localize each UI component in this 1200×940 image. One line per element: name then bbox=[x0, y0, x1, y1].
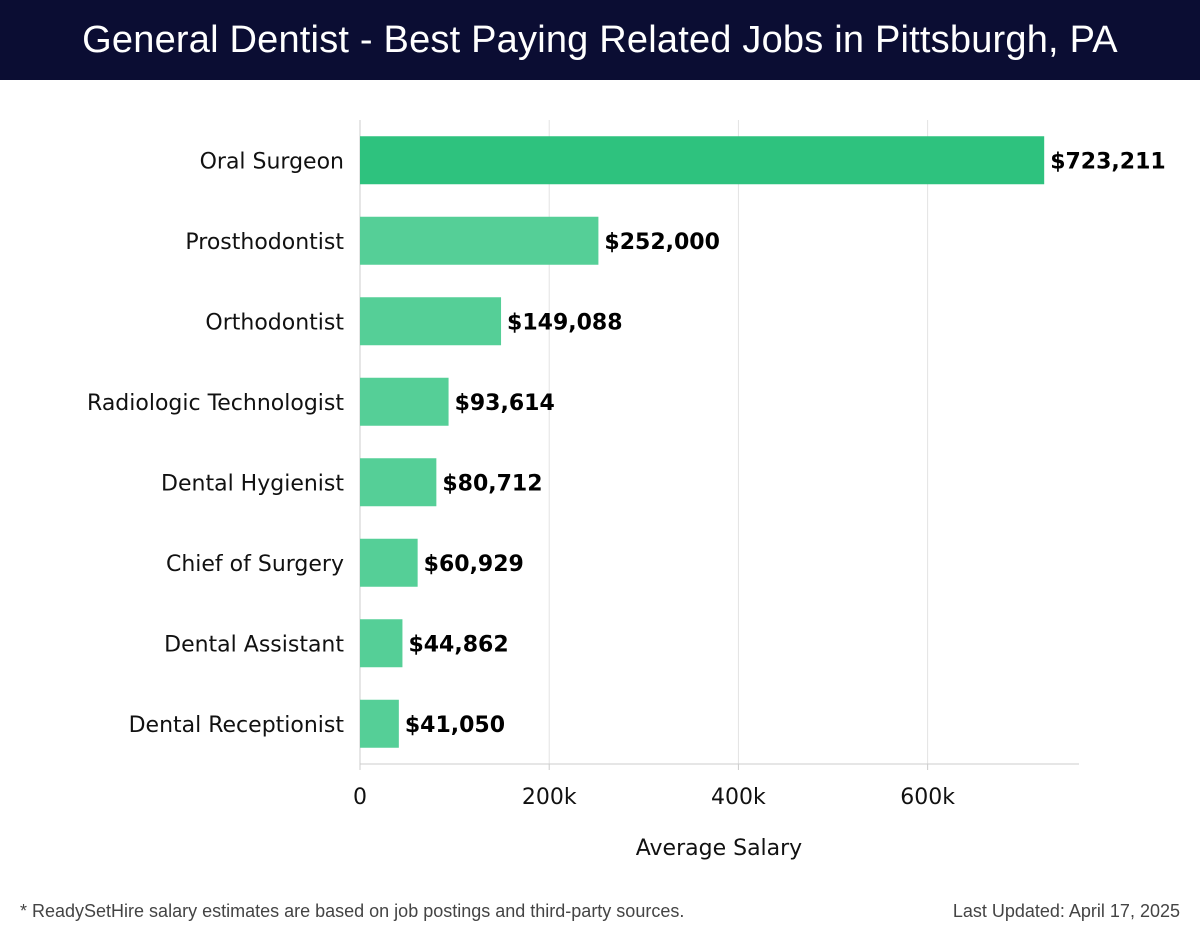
value-label: $723,211 bbox=[1050, 149, 1166, 174]
category-label: Oral Surgeon bbox=[200, 149, 344, 174]
value-label: $41,050 bbox=[405, 713, 505, 738]
x-tick-label: 200k bbox=[522, 785, 577, 810]
bar bbox=[360, 699, 399, 748]
chart-title: General Dentist - Best Paying Related Jo… bbox=[82, 18, 1118, 61]
category-label: Dental Receptionist bbox=[129, 713, 345, 738]
value-label: $44,862 bbox=[408, 632, 508, 657]
x-tick-label: 600k bbox=[900, 785, 955, 810]
x-tick-label: 400k bbox=[711, 785, 766, 810]
bar bbox=[360, 297, 502, 346]
value-label: $60,929 bbox=[424, 552, 524, 577]
last-updated: Last Updated: April 17, 2025 bbox=[952, 901, 1180, 921]
header-bar: General Dentist - Best Paying Related Jo… bbox=[0, 0, 1200, 80]
x-tick-label: 0 bbox=[353, 785, 367, 810]
category-label: Prosthodontist bbox=[185, 230, 344, 255]
category-label: Orthodontist bbox=[205, 310, 344, 335]
bar bbox=[360, 458, 437, 507]
category-label: Radiologic Technologist bbox=[87, 391, 344, 416]
value-label: $80,712 bbox=[442, 471, 542, 496]
x-axis-title: Average Salary bbox=[636, 836, 802, 861]
category-label: Chief of Surgery bbox=[166, 552, 344, 577]
bar-chart: 0 200k 400k 600k Average Salary Oral Surgeon $… bbox=[87, 120, 1166, 861]
bar bbox=[360, 619, 403, 668]
value-label: $149,088 bbox=[507, 310, 623, 335]
category-label: Dental Assistant bbox=[164, 632, 344, 657]
value-label: $252,000 bbox=[604, 230, 720, 255]
bar bbox=[360, 538, 418, 587]
value-label: $93,614 bbox=[455, 391, 555, 416]
category-label: Dental Hygienist bbox=[161, 471, 344, 496]
bar bbox=[360, 216, 599, 265]
bar bbox=[360, 136, 1045, 185]
footer-note: * ReadySetHire salary estimates are base… bbox=[20, 901, 685, 921]
bar bbox=[360, 377, 449, 426]
